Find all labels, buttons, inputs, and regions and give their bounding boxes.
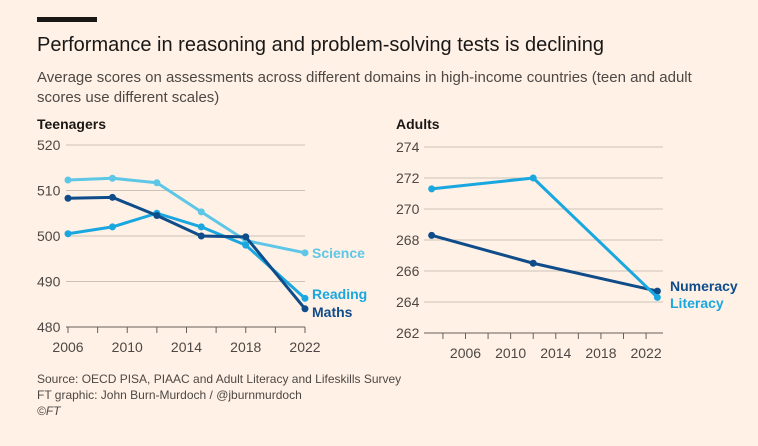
y-tick-label: 274 [396,139,420,155]
data-point-science [153,179,161,187]
data-point-reading [242,241,250,249]
copyright-note: ©FT [37,404,61,418]
data-point-reading [197,223,205,231]
source-note: Source: OECD PISA, PIAAC and Adult Liter… [37,372,402,386]
data-point-maths [108,193,116,201]
data-point-numeracy [428,231,436,239]
data-point-maths [153,212,161,220]
y-tick-label: 520 [37,137,61,153]
series-label-science: Science [312,245,365,261]
panel-title-teenagers: Teenagers [37,116,106,132]
data-point-literacy [428,185,436,193]
data-point-literacy [529,174,537,182]
y-tick-label: 490 [37,274,61,290]
x-tick-label: 2022 [289,339,320,355]
series-line-reading [67,211,307,300]
series-label-literacy: Literacy [670,295,724,311]
x-tick-label: 2018 [585,345,616,361]
data-point-reading [108,223,116,231]
y-tick-label: 264 [396,294,420,310]
data-point-science [301,249,309,257]
y-tick-label: 272 [396,170,420,186]
ft-title-bar [37,17,97,22]
series-label-reading: Reading [312,286,367,302]
data-point-literacy [653,293,661,301]
data-point-maths [197,232,205,240]
series-line-maths [67,195,307,310]
series-line-literacy [431,176,659,299]
chart-subtitle: Average scores on assessments across dif… [37,69,692,106]
x-tick-label: 2022 [630,345,661,361]
series-label-maths: Maths [312,304,353,320]
x-tick-label: 2010 [112,339,143,355]
y-tick-label: 268 [396,232,420,248]
series-line-science [67,176,306,255]
series-label-numeracy: Numeracy [670,278,738,294]
y-tick-label: 266 [396,263,420,279]
data-point-science [108,174,116,182]
x-tick-label: 2014 [171,339,202,355]
y-tick-label: 480 [37,319,61,335]
x-tick-label: 2006 [52,339,83,355]
x-tick-label: 2018 [230,339,261,355]
y-tick-label: 510 [37,183,61,199]
data-point-reading [301,294,309,302]
panel-title-adults: Adults [396,116,440,132]
data-point-maths [242,233,250,241]
x-tick-label: 2010 [495,345,526,361]
data-point-reading [64,230,72,238]
y-tick-label: 270 [396,201,420,217]
y-tick-label: 500 [37,228,61,244]
credit-note: FT graphic: John Burn-Murdoch / @jburnmu… [37,388,302,402]
data-point-science [197,208,205,216]
data-point-science [64,176,72,184]
data-point-maths [301,305,309,313]
data-point-maths [64,194,72,202]
y-tick-label: 262 [396,325,420,341]
data-point-numeracy [529,259,537,267]
data-point-numeracy [653,287,661,295]
x-tick-label: 2006 [450,345,481,361]
x-tick-label: 2014 [540,345,571,361]
chart-title: Performance in reasoning and problem-sol… [37,34,604,56]
